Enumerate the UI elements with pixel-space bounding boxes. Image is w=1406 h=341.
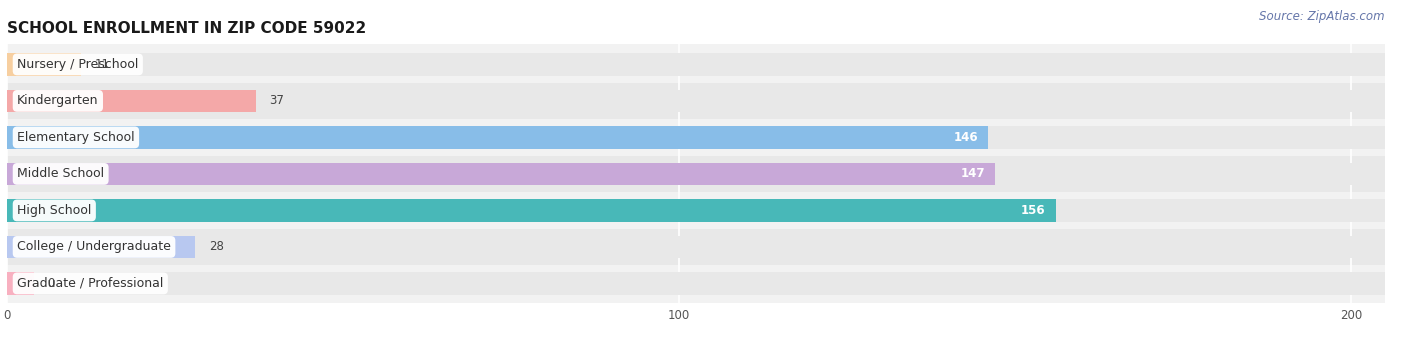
Text: 147: 147 — [960, 167, 986, 180]
Bar — [7, 90, 1385, 112]
Bar — [7, 126, 988, 149]
Bar — [7, 192, 1385, 229]
Text: High School: High School — [17, 204, 91, 217]
Bar — [7, 236, 195, 258]
Text: 37: 37 — [269, 94, 284, 107]
Bar — [7, 119, 1385, 155]
Bar — [7, 229, 1385, 265]
Bar — [7, 83, 1385, 119]
Bar — [7, 199, 1385, 222]
Bar — [7, 272, 1385, 295]
Text: 11: 11 — [94, 58, 110, 71]
Bar — [7, 199, 1056, 222]
Text: Nursery / Preschool: Nursery / Preschool — [17, 58, 138, 71]
Text: Middle School: Middle School — [17, 167, 104, 180]
Bar — [7, 53, 1385, 76]
Text: Kindergarten: Kindergarten — [17, 94, 98, 107]
Bar — [7, 272, 34, 295]
Bar — [7, 46, 1385, 83]
Bar — [7, 236, 1385, 258]
Text: 28: 28 — [208, 240, 224, 253]
Text: Source: ZipAtlas.com: Source: ZipAtlas.com — [1260, 10, 1385, 23]
Text: Graduate / Professional: Graduate / Professional — [17, 277, 163, 290]
Bar — [7, 163, 995, 185]
Text: College / Undergraduate: College / Undergraduate — [17, 240, 172, 253]
Bar — [7, 155, 1385, 192]
Bar — [7, 53, 82, 76]
Bar — [7, 126, 1385, 149]
Bar — [7, 90, 256, 112]
Text: 156: 156 — [1021, 204, 1046, 217]
Bar — [7, 265, 1385, 302]
Text: 146: 146 — [953, 131, 979, 144]
Text: Elementary School: Elementary School — [17, 131, 135, 144]
Bar — [7, 163, 1385, 185]
Text: SCHOOL ENROLLMENT IN ZIP CODE 59022: SCHOOL ENROLLMENT IN ZIP CODE 59022 — [7, 21, 367, 36]
Text: 0: 0 — [48, 277, 55, 290]
